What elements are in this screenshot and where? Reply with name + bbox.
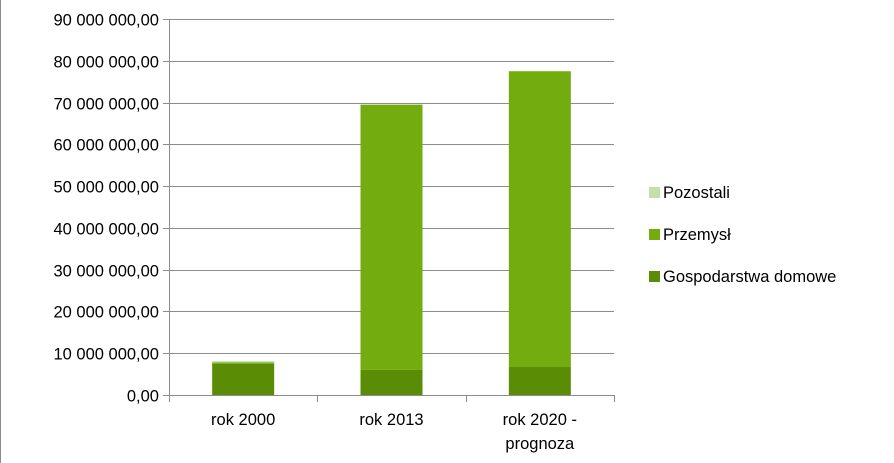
y-tick-labels: 0,00 10 000 000,00 20 000 000,00 30 000 000… — [53, 12, 159, 406]
bar-segment-przemys- — [508, 71, 571, 368]
bar-segment-pozostali — [212, 361, 275, 363]
bar-segment-przemys- — [212, 362, 275, 364]
y-tick-label: 0,00 — [127, 388, 159, 406]
bars — [212, 71, 571, 395]
y-tick-label: 80 000 000,00 — [53, 54, 159, 72]
y-tick-label: 20 000 000,00 — [53, 304, 159, 322]
legend-label: Pozostali — [663, 184, 730, 202]
legend-swatch — [649, 271, 660, 282]
axes — [163, 19, 615, 402]
bar-segment-przemys- — [360, 104, 423, 370]
y-tick-label: 40 000 000,00 — [53, 221, 159, 239]
x-tick-label: rok 2000 — [211, 411, 275, 429]
legend-label: Przemysł — [663, 226, 731, 244]
bar-segment-gospodarstwa-domowe — [508, 367, 571, 395]
bar-segment-gospodarstwa-domowe — [212, 363, 275, 395]
y-tick-label: 90 000 000,00 — [53, 12, 159, 30]
x-tick-label: rok 2013 — [359, 411, 423, 429]
legend-swatch — [649, 229, 660, 240]
x-tick-labels: rok 2000 rok 2013 rok 2020 -prognoza — [211, 411, 577, 453]
y-tick-label: 30 000 000,00 — [53, 263, 159, 281]
legend-swatch — [649, 187, 660, 198]
legend: Pozostali Przemysł Gospodarstwa domowe — [649, 184, 836, 286]
legend-label: Gospodarstwa domowe — [663, 268, 836, 286]
y-tick-label: 10 000 000,00 — [53, 346, 159, 364]
x-tick-label: rok 2020 -prognoza — [503, 411, 577, 453]
y-tick-label: 60 000 000,00 — [53, 137, 159, 155]
bar-segment-gospodarstwa-domowe — [360, 369, 423, 395]
y-tick-label: 50 000 000,00 — [53, 179, 159, 197]
y-tick-label: 70 000 000,00 — [53, 96, 159, 114]
